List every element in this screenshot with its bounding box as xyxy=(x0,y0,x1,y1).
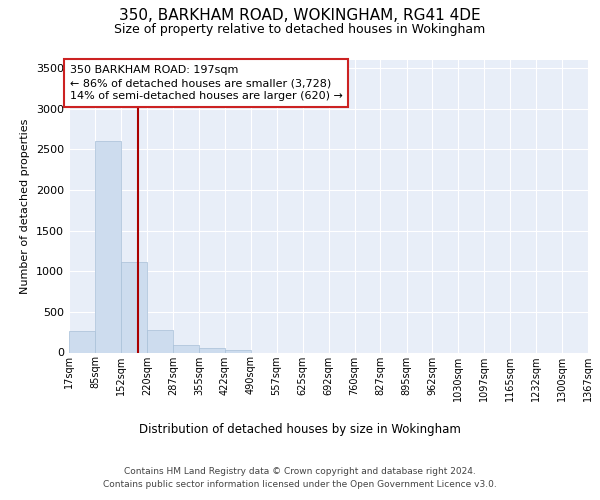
Bar xyxy=(199,348,225,352)
Bar xyxy=(173,345,199,352)
Text: Distribution of detached houses by size in Wokingham: Distribution of detached houses by size … xyxy=(139,422,461,436)
Text: 350 BARKHAM ROAD: 197sqm
← 86% of detached houses are smaller (3,728)
14% of sem: 350 BARKHAM ROAD: 197sqm ← 86% of detach… xyxy=(70,65,343,102)
Bar xyxy=(224,350,251,352)
Text: 350, BARKHAM ROAD, WOKINGHAM, RG41 4DE: 350, BARKHAM ROAD, WOKINGHAM, RG41 4DE xyxy=(119,8,481,22)
Text: Contains HM Land Registry data © Crown copyright and database right 2024.: Contains HM Land Registry data © Crown c… xyxy=(124,468,476,476)
Bar xyxy=(69,330,95,352)
Bar xyxy=(95,141,121,352)
Bar xyxy=(147,330,173,352)
Y-axis label: Number of detached properties: Number of detached properties xyxy=(20,118,31,294)
Text: Contains public sector information licensed under the Open Government Licence v3: Contains public sector information licen… xyxy=(103,480,497,489)
Bar xyxy=(121,262,147,352)
Text: Size of property relative to detached houses in Wokingham: Size of property relative to detached ho… xyxy=(115,22,485,36)
